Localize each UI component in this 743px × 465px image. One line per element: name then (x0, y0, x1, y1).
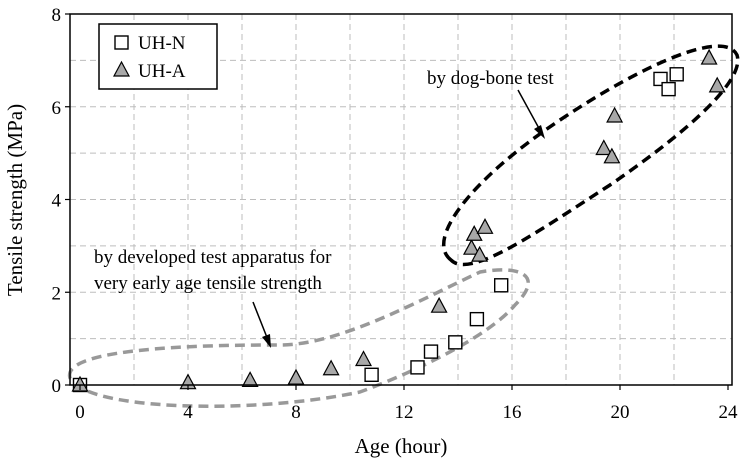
point-uh-a (71, 375, 89, 392)
x-tick-label: 24 (719, 402, 739, 423)
point-uh-a (430, 296, 448, 313)
early-age-ellipse (68, 268, 530, 408)
point-uh-n (364, 367, 379, 382)
y-tick-label: 4 (52, 191, 62, 212)
point-uh-n (410, 360, 425, 375)
point-uh-n (423, 344, 439, 359)
point-uh-a (700, 48, 718, 65)
point-uh-a (287, 368, 305, 385)
point-uh-n (469, 311, 485, 327)
legend-box (98, 23, 218, 90)
early-age-annotation-line1: by developed test apparatus for (94, 247, 332, 268)
point-uh-a (595, 139, 613, 156)
point-uh-a (322, 359, 340, 376)
point-uh-n (494, 278, 509, 293)
y-tick-label: 8 (52, 5, 62, 26)
point-uh-a (606, 106, 624, 123)
point-uh-a (603, 147, 621, 164)
x-tick-label: 0 (75, 402, 85, 423)
x-tick-label: 16 (503, 402, 522, 423)
y-tick-label: 0 (52, 376, 62, 397)
dog-bone-arrow-head (534, 125, 545, 139)
x-tick-label: 4 (183, 402, 193, 423)
early-age-annotation-line2: very early age tensile strength (94, 273, 322, 294)
early-age-arrow-head (262, 334, 271, 348)
legend-marker-uh-a (112, 60, 131, 77)
y-tick-label: 6 (52, 98, 62, 119)
point-uh-a (708, 76, 726, 93)
point-uh-a (462, 238, 481, 255)
y-tick-label: 2 (52, 283, 62, 304)
dog-bone-ellipse (441, 44, 740, 267)
legend-marker-uh-n (114, 35, 129, 50)
dog-bone-arrow (517, 89, 542, 133)
legend-label-uh-a: UH-A (138, 61, 186, 82)
x-tick-label: 20 (611, 402, 630, 423)
point-uh-a (354, 350, 373, 367)
point-uh-n (661, 81, 676, 97)
annotation-layer: by dog-bone test by developed test appar… (68, 44, 740, 408)
legend: UH-N UH-A (98, 23, 218, 90)
points-layer (71, 48, 726, 393)
point-uh-n (669, 67, 684, 82)
x-tick-label: 8 (291, 402, 301, 423)
x-tick-label: 12 (395, 402, 414, 423)
y-axis-label: Tensile strength (MPa) (3, 104, 27, 296)
point-uh-a (471, 245, 489, 262)
point-uh-a (476, 218, 494, 234)
early-age-arrow (252, 301, 269, 341)
x-axis-label: Age (hour) (355, 434, 448, 458)
point-uh-n (448, 335, 463, 350)
dog-bone-annotation: by dog-bone test (427, 68, 554, 89)
point-uh-a (241, 371, 259, 387)
legend-label-uh-n: UH-N (138, 33, 186, 54)
